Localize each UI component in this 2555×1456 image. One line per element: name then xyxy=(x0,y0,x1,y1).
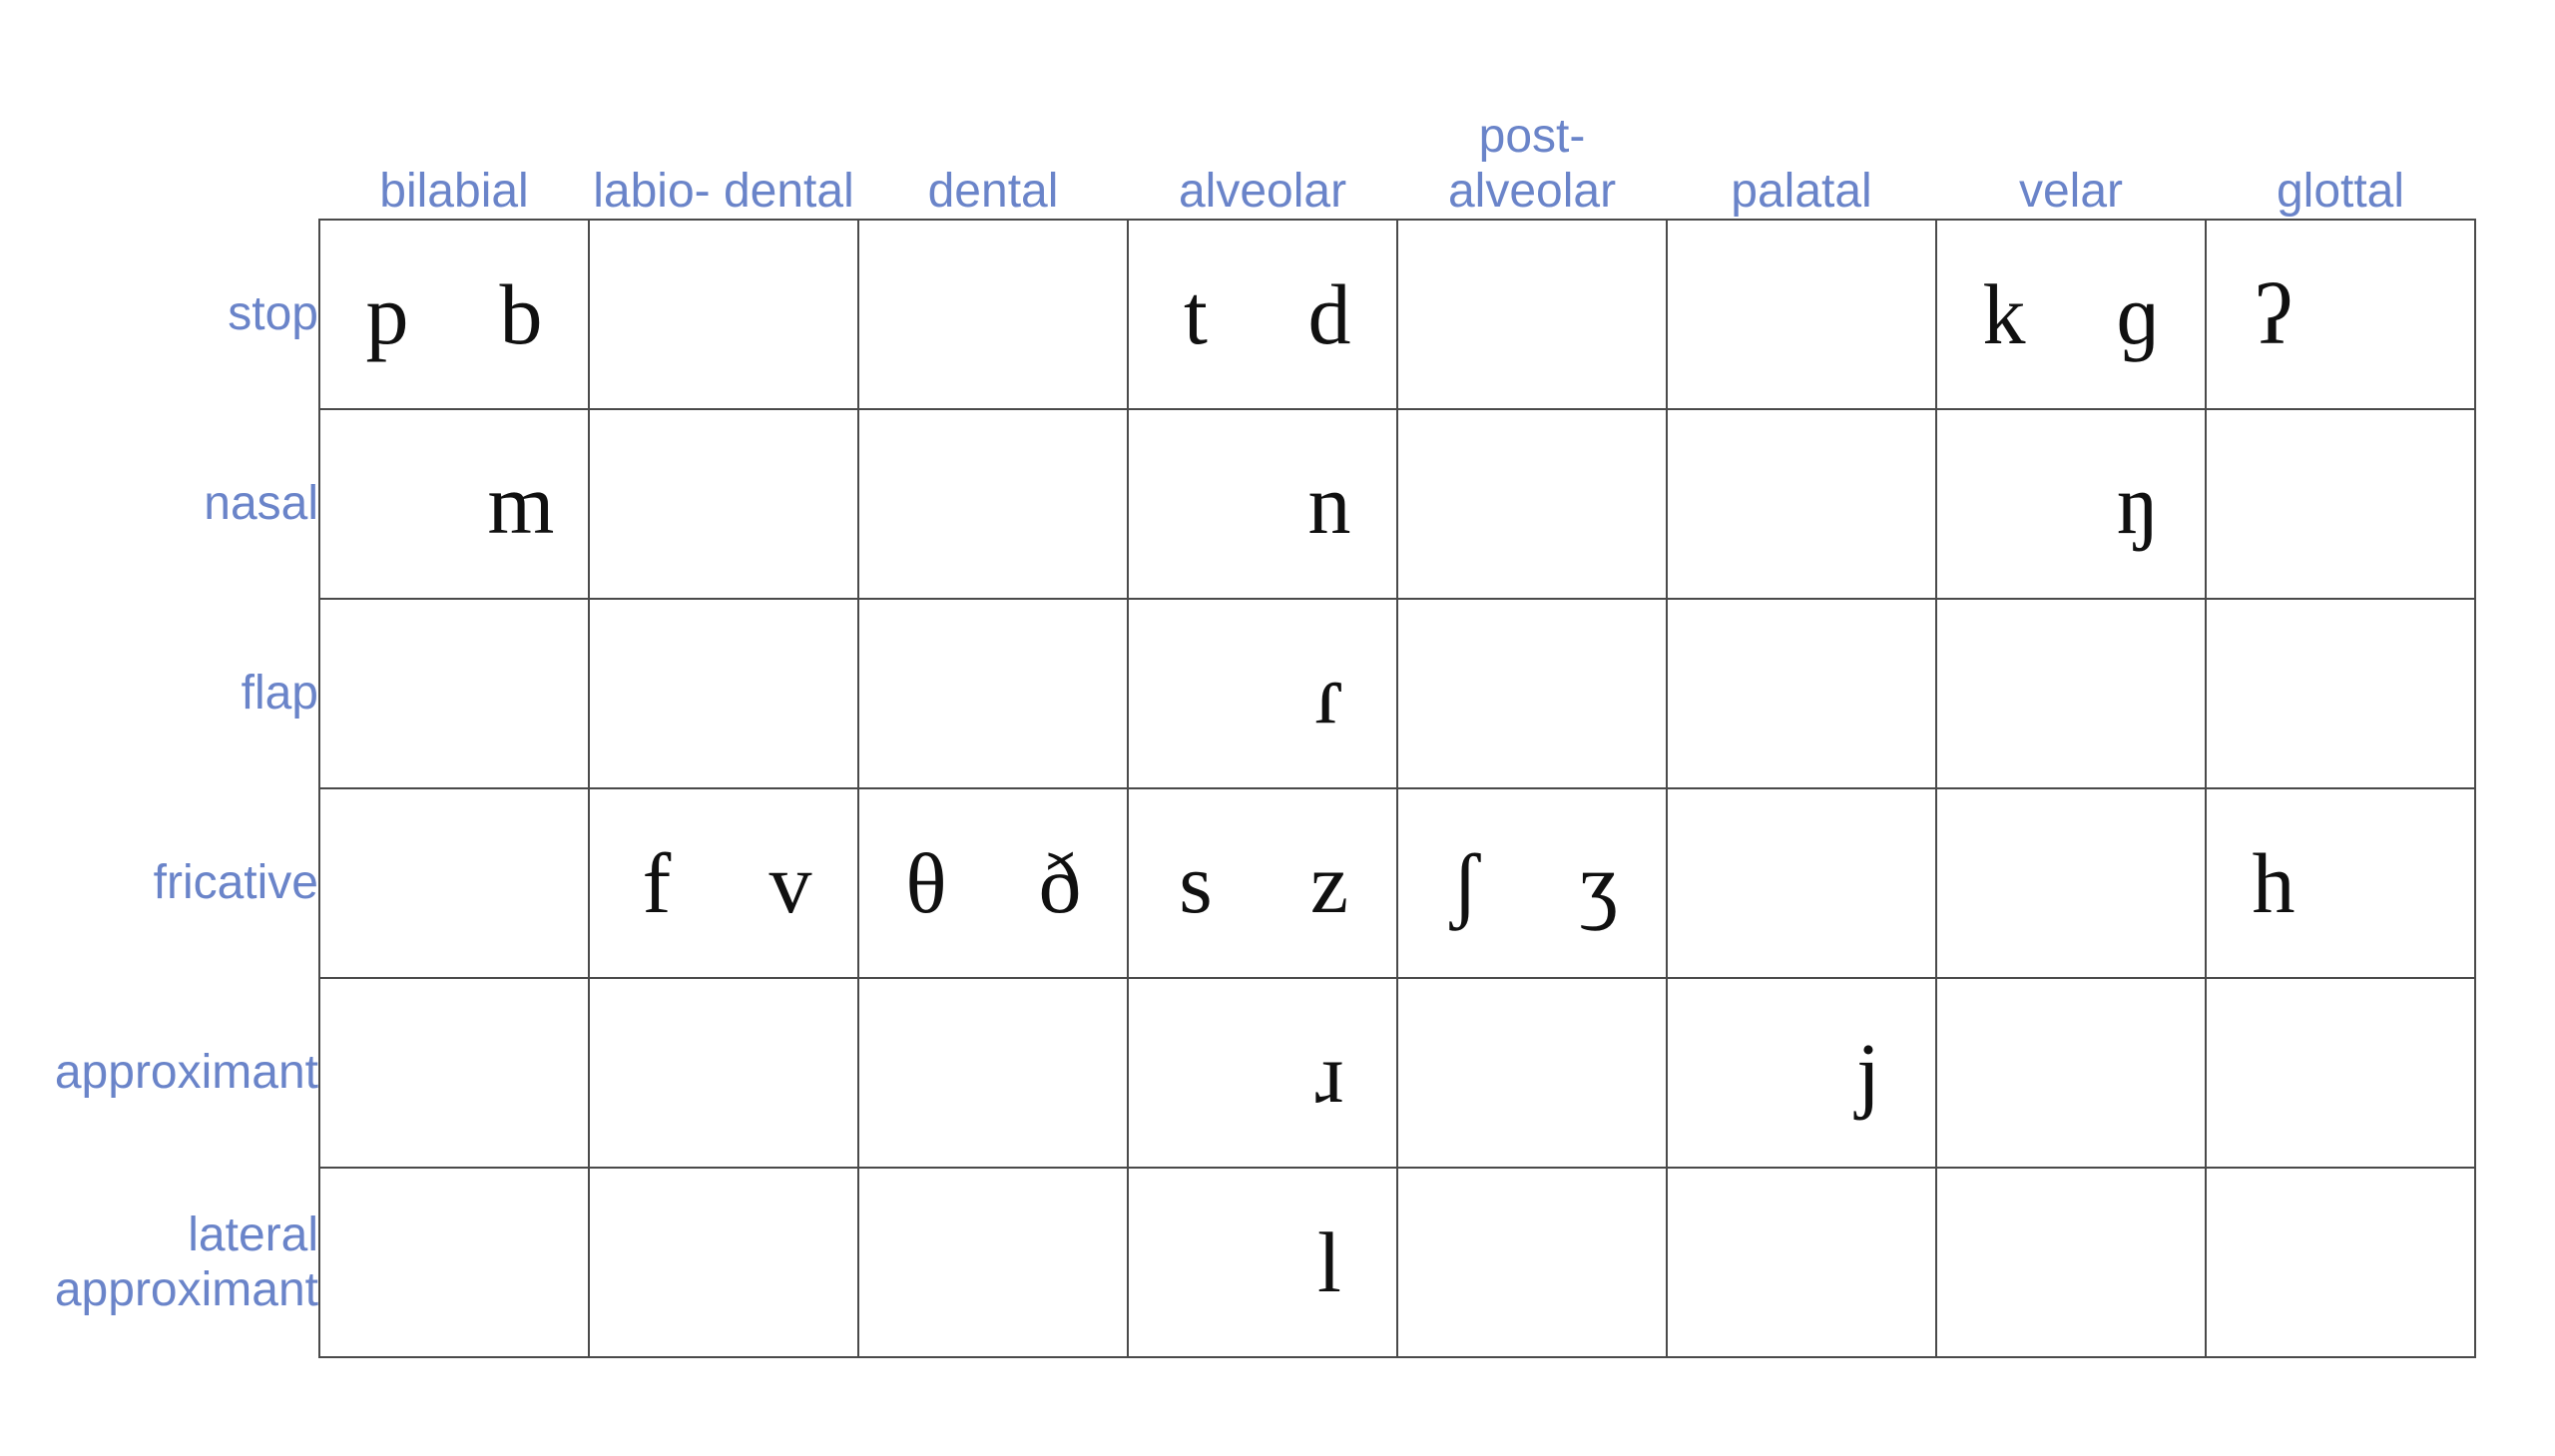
cell-stop-postalveolar xyxy=(1397,220,1667,409)
col-header-labiodental: labio- dental xyxy=(589,50,858,220)
symbol-voiceless: t xyxy=(1129,271,1263,357)
row-header-flap: flap xyxy=(20,599,319,788)
cell-approximant-dental xyxy=(858,978,1128,1168)
row-header-lateral-approximant: lateral approximant xyxy=(20,1168,319,1357)
symbol-voiced: ɹ xyxy=(1263,1030,1396,1116)
cell-lateral-approximant-dental xyxy=(858,1168,1128,1357)
symbol-voiceless: ʃ xyxy=(1398,840,1532,926)
col-header-palatal: palatal xyxy=(1667,50,1936,220)
cell-approximant-velar xyxy=(1936,978,2206,1168)
row-approximant: approximant ɹ j xyxy=(20,978,2475,1168)
row-stop: stop pb td kɡ ʔ xyxy=(20,220,2475,409)
cell-approximant-alveolar: ɹ xyxy=(1128,978,1397,1168)
col-header-bilabial: bilabial xyxy=(319,50,589,220)
symbol-voiced: ʒ xyxy=(1532,840,1666,926)
cell-lateral-approximant-postalveolar xyxy=(1397,1168,1667,1357)
col-header-glottal: glottal xyxy=(2206,50,2475,220)
cell-lateral-approximant-glottal xyxy=(2206,1168,2475,1357)
symbol-voiced: l xyxy=(1263,1219,1396,1305)
cell-stop-labiodental xyxy=(589,220,858,409)
symbol-voiceless: k xyxy=(1937,271,2071,357)
row-header-stop: stop xyxy=(20,220,319,409)
cell-lateral-approximant-palatal xyxy=(1667,1168,1936,1357)
row-nasal: nasal m n ŋ xyxy=(20,409,2475,599)
symbol-voiced: j xyxy=(1801,1030,1935,1116)
cell-lateral-approximant-alveolar: l xyxy=(1128,1168,1397,1357)
symbol-voiceless: θ xyxy=(859,840,993,926)
row-header-nasal: nasal xyxy=(20,409,319,599)
cell-flap-labiodental xyxy=(589,599,858,788)
col-header-dental: dental xyxy=(858,50,1128,220)
cell-fricative-alveolar: sz xyxy=(1128,788,1397,978)
cell-stop-alveolar: td xyxy=(1128,220,1397,409)
cell-flap-dental xyxy=(858,599,1128,788)
symbol-voiced: d xyxy=(1263,271,1396,357)
cell-flap-glottal xyxy=(2206,599,2475,788)
symbol-voiced: ɡ xyxy=(2071,271,2205,357)
cell-fricative-velar xyxy=(1936,788,2206,978)
symbol-voiceless: h xyxy=(2207,840,2340,926)
cell-flap-postalveolar xyxy=(1397,599,1667,788)
cell-nasal-glottal xyxy=(2206,409,2475,599)
symbol-voiceless: f xyxy=(590,840,724,926)
row-lateral-approximant: lateral approximant l xyxy=(20,1168,2475,1357)
cell-approximant-palatal: j xyxy=(1667,978,1936,1168)
cell-stop-dental xyxy=(858,220,1128,409)
cell-stop-glottal: ʔ xyxy=(2206,220,2475,409)
col-header-alveolar: alveolar xyxy=(1128,50,1397,220)
symbol-voiced: ɾ xyxy=(1263,651,1396,736)
cell-lateral-approximant-bilabial xyxy=(319,1168,589,1357)
symbol-voiced: n xyxy=(1263,461,1396,547)
cell-flap-bilabial xyxy=(319,599,589,788)
symbol-voiceless: ʔ xyxy=(2207,271,2340,357)
cell-fricative-labiodental: fv xyxy=(589,788,858,978)
cell-fricative-palatal xyxy=(1667,788,1936,978)
symbol-voiced: b xyxy=(454,271,588,357)
cell-nasal-postalveolar xyxy=(1397,409,1667,599)
cell-flap-alveolar: ɾ xyxy=(1128,599,1397,788)
cell-approximant-glottal xyxy=(2206,978,2475,1168)
corner-cell xyxy=(20,50,319,220)
cell-nasal-bilabial: m xyxy=(319,409,589,599)
cell-fricative-dental: θð xyxy=(858,788,1128,978)
ipa-consonant-table: bilabial labio- dental dental alveolar p… xyxy=(20,50,2476,1358)
cell-nasal-dental xyxy=(858,409,1128,599)
cell-nasal-alveolar: n xyxy=(1128,409,1397,599)
cell-nasal-velar: ŋ xyxy=(1936,409,2206,599)
column-header-row: bilabial labio- dental dental alveolar p… xyxy=(20,50,2475,220)
cell-lateral-approximant-velar xyxy=(1936,1168,2206,1357)
cell-stop-velar: kɡ xyxy=(1936,220,2206,409)
symbol-voiceless: s xyxy=(1129,840,1263,926)
symbol-voiced: ŋ xyxy=(2071,461,2205,547)
col-header-postalveolar: post- alveolar xyxy=(1397,50,1667,220)
cell-nasal-palatal xyxy=(1667,409,1936,599)
symbol-voiceless: p xyxy=(320,271,454,357)
cell-fricative-glottal: h xyxy=(2206,788,2475,978)
cell-stop-bilabial: pb xyxy=(319,220,589,409)
cell-nasal-labiodental xyxy=(589,409,858,599)
consonant-chart: bilabial labio- dental dental alveolar p… xyxy=(0,0,2555,1456)
col-header-velar: velar xyxy=(1936,50,2206,220)
cell-flap-palatal xyxy=(1667,599,1936,788)
cell-stop-palatal xyxy=(1667,220,1936,409)
row-header-fricative: fricative xyxy=(20,788,319,978)
symbol-voiced: m xyxy=(454,461,588,547)
cell-approximant-postalveolar xyxy=(1397,978,1667,1168)
symbol-voiced: v xyxy=(724,840,857,926)
row-fricative: fricative fv θð sz ʃʒ h xyxy=(20,788,2475,978)
cell-approximant-labiodental xyxy=(589,978,858,1168)
symbol-voiced: z xyxy=(1263,840,1396,926)
cell-approximant-bilabial xyxy=(319,978,589,1168)
cell-lateral-approximant-labiodental xyxy=(589,1168,858,1357)
cell-fricative-postalveolar: ʃʒ xyxy=(1397,788,1667,978)
row-header-approximant: approximant xyxy=(20,978,319,1168)
cell-fricative-bilabial xyxy=(319,788,589,978)
symbol-voiced: ð xyxy=(993,840,1127,926)
cell-flap-velar xyxy=(1936,599,2206,788)
row-flap: flap ɾ xyxy=(20,599,2475,788)
